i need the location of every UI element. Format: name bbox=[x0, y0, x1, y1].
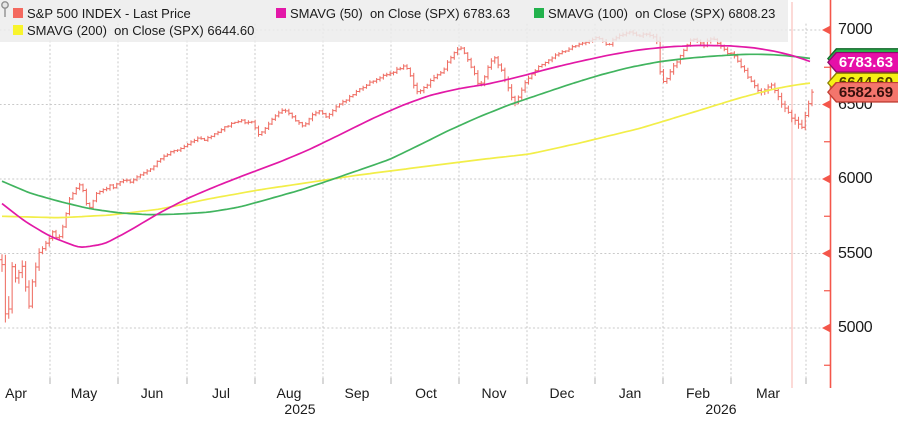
y-axis-label-7000: 7000 bbox=[838, 21, 873, 38]
x-axis-label-feb: Feb bbox=[685, 385, 711, 401]
y-axis-tick-arrow bbox=[822, 174, 830, 184]
x-axis-label-may: May bbox=[70, 385, 98, 401]
sma200-line bbox=[1, 82, 811, 219]
sma50-line bbox=[1, 44, 811, 248]
sma100-line bbox=[1, 53, 811, 216]
x-axis-label-jan: Jan bbox=[618, 385, 642, 401]
sma50-tag: 6783.63 bbox=[827, 51, 898, 73]
sma50-swatch bbox=[276, 8, 286, 18]
x-axis-label-jun: Jun bbox=[140, 385, 164, 401]
legend-item-sma50-label: SMAVG (50) on Close (SPX) 6783.63 bbox=[290, 5, 511, 21]
last-price-tag: 6582.69 bbox=[827, 81, 898, 103]
x-axis-year-2026: 2026 bbox=[705, 401, 737, 417]
y-axis-tick-arrow bbox=[822, 25, 830, 35]
x-axis-label-dec: Dec bbox=[549, 385, 575, 401]
x-axis-label-nov: Nov bbox=[481, 385, 507, 401]
x-axis-year-2025: 2025 bbox=[284, 401, 316, 417]
y-axis-label-5500: 5500 bbox=[838, 244, 873, 262]
legend-background bbox=[0, 0, 788, 42]
y-axis-tick-arrow bbox=[822, 323, 830, 333]
y-axis-tick-arrow bbox=[822, 100, 830, 109]
sma100-swatch bbox=[534, 8, 544, 18]
y-axis-label-5000: 5000 bbox=[838, 319, 873, 336]
x-axis-label-aug: Aug bbox=[276, 385, 302, 401]
x-axis-label-apr: Apr bbox=[5, 385, 27, 401]
legend-item-sma50[interactable]: SMAVG (50) on Close (SPX) 6783.63 bbox=[276, 5, 510, 21]
x-axis-label-oct: Oct bbox=[415, 385, 437, 401]
legend-item-price[interactable]: S&P 500 INDEX - Last Price bbox=[13, 5, 191, 21]
legend-item-sma100[interactable]: SMAVG (100) on Close (SPX) 6808.23 bbox=[534, 5, 775, 21]
pin-icon[interactable] bbox=[0, 0, 10, 18]
price-swatch bbox=[13, 8, 23, 18]
last-price-tag-value: 6582.69 bbox=[827, 82, 898, 103]
legend-item-sma200-label: SMAVG (200) on Close (SPX) 6644.60 bbox=[27, 22, 255, 38]
sma50-tag-value: 6783.63 bbox=[827, 52, 898, 73]
x-axis-label-jul: Jul bbox=[212, 385, 230, 401]
x-axis-label-mar: Mar bbox=[755, 385, 781, 401]
y-axis-tick-arrow bbox=[822, 249, 830, 258]
sma200-swatch bbox=[13, 25, 23, 35]
legend-item-price-label: S&P 500 INDEX - Last Price bbox=[27, 5, 191, 21]
legend-item-sma100-label: SMAVG (100) on Close (SPX) 6808.23 bbox=[548, 5, 776, 21]
x-axis-label-sep: Sep bbox=[344, 385, 370, 401]
y-axis-label-6000: 6000 bbox=[838, 170, 873, 187]
legend-item-sma200[interactable]: SMAVG (200) on Close (SPX) 6644.60 bbox=[13, 22, 254, 38]
price-bars bbox=[0, 29, 814, 323]
